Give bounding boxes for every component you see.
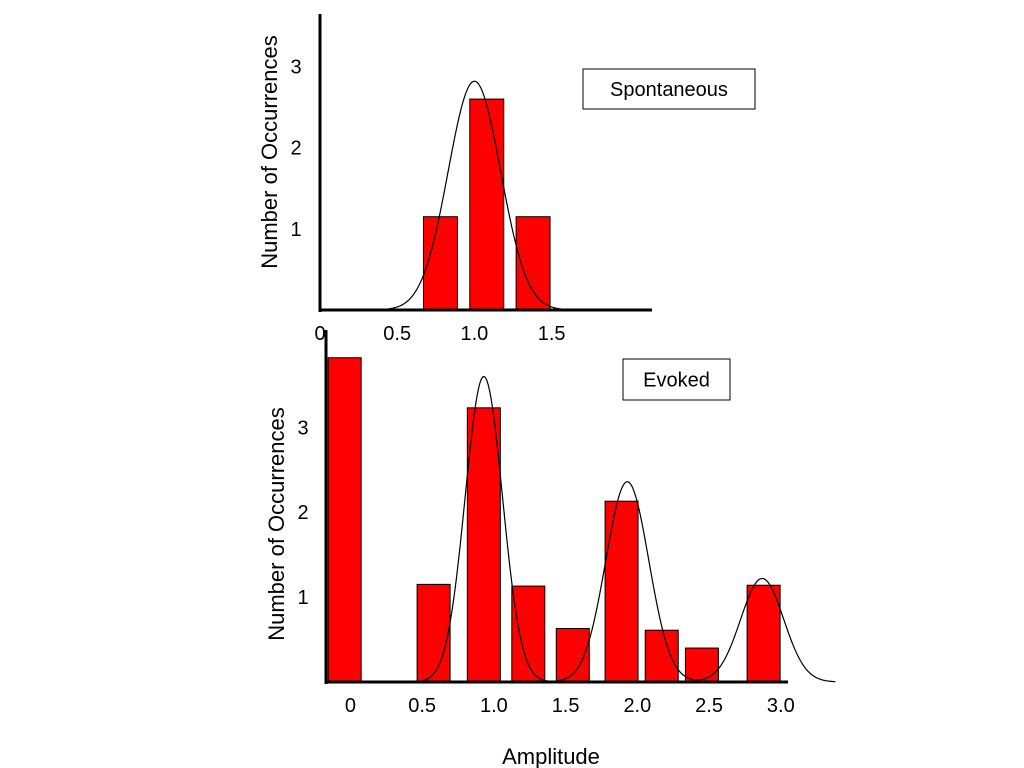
x-tick-label: 1.0	[461, 323, 489, 345]
histogram-bar	[466, 407, 501, 683]
histogram-bar	[684, 647, 719, 683]
x-tick-label: 1.0	[480, 695, 508, 717]
x-tick-label: 0	[314, 323, 325, 345]
y-tick-label: 3	[297, 417, 308, 439]
fit-curve	[385, 80, 564, 310]
histogram-bar	[416, 583, 451, 683]
panel-title: Evoked	[643, 370, 710, 392]
y-tick-label: 1	[290, 219, 301, 241]
x-tick-label: 0	[345, 695, 356, 717]
y-axis-title: Number of Occurrences	[257, 35, 282, 269]
histogram-bar	[604, 500, 639, 683]
histogram-bar	[469, 98, 505, 311]
fit-curve	[420, 375, 836, 683]
histogram-bar	[511, 585, 546, 683]
x-tick-label: 1.5	[538, 323, 566, 345]
x-axis-title: Amplitude	[502, 744, 600, 768]
histogram-bar	[746, 584, 781, 683]
histogram-bar	[422, 216, 458, 311]
histogram-bar	[644, 629, 679, 683]
x-tick-label: 2.5	[695, 695, 723, 717]
panel-title: Spontaneous	[610, 79, 728, 101]
panel-title-box	[622, 358, 731, 401]
y-axis-title: Number of Occurrences	[264, 407, 289, 641]
x-tick-label: 2.0	[623, 695, 651, 717]
panel-title-box	[582, 68, 756, 110]
y-tick-label: 3	[290, 57, 301, 79]
x-tick-label: 0.5	[408, 695, 436, 717]
x-tick-label: 0.5	[383, 323, 411, 345]
evoked-panel: 0 0.5 1.0 1.5 2.0 2.5 3.0 1 2 3 Number of Occurren…	[264, 330, 836, 768]
x-tick-label: 1.5	[552, 695, 580, 717]
y-tick-label: 2	[290, 138, 301, 160]
y-tick-label: 1	[297, 587, 308, 609]
x-tick-label: 3.0	[767, 695, 795, 717]
y-tick-label: 2	[297, 502, 308, 524]
histogram-bar	[327, 357, 362, 683]
spontaneous-panel: 0 0.5 1.0 1.5 1 2 3 Number of Occurrences Sponta…	[257, 14, 756, 345]
